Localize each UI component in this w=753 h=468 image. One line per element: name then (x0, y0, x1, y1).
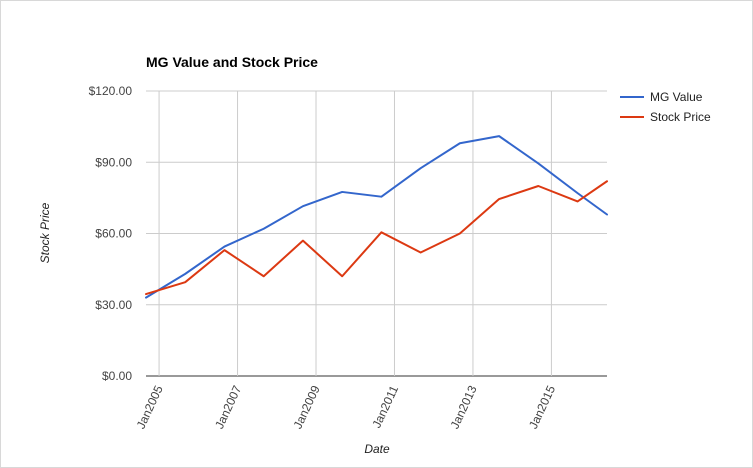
legend: MG Value Stock Price (620, 90, 711, 124)
series-line-stock-price (145, 180, 608, 296)
grid-lines (146, 90, 607, 377)
legend-label-stock-price: Stock Price (650, 110, 711, 124)
y-tick-label: $0.00 (102, 369, 132, 383)
chart-title: MG Value and Stock Price (146, 54, 318, 70)
x-axis-title: Date (364, 442, 390, 456)
y-tick-label: $120.00 (89, 84, 133, 98)
series-lines (145, 135, 608, 299)
series-line-mg-value (145, 135, 608, 299)
y-axis-ticks: $0.00 $30.00 $60.00 $90.00 $120.00 (89, 84, 133, 383)
y-axis-title: Stock Price (38, 202, 52, 263)
y-tick-label: $90.00 (95, 155, 132, 169)
y-tick-label: $30.00 (95, 298, 132, 312)
y-tick-label: $60.00 (95, 227, 132, 241)
legend-label-mg-value: MG Value (650, 90, 703, 104)
